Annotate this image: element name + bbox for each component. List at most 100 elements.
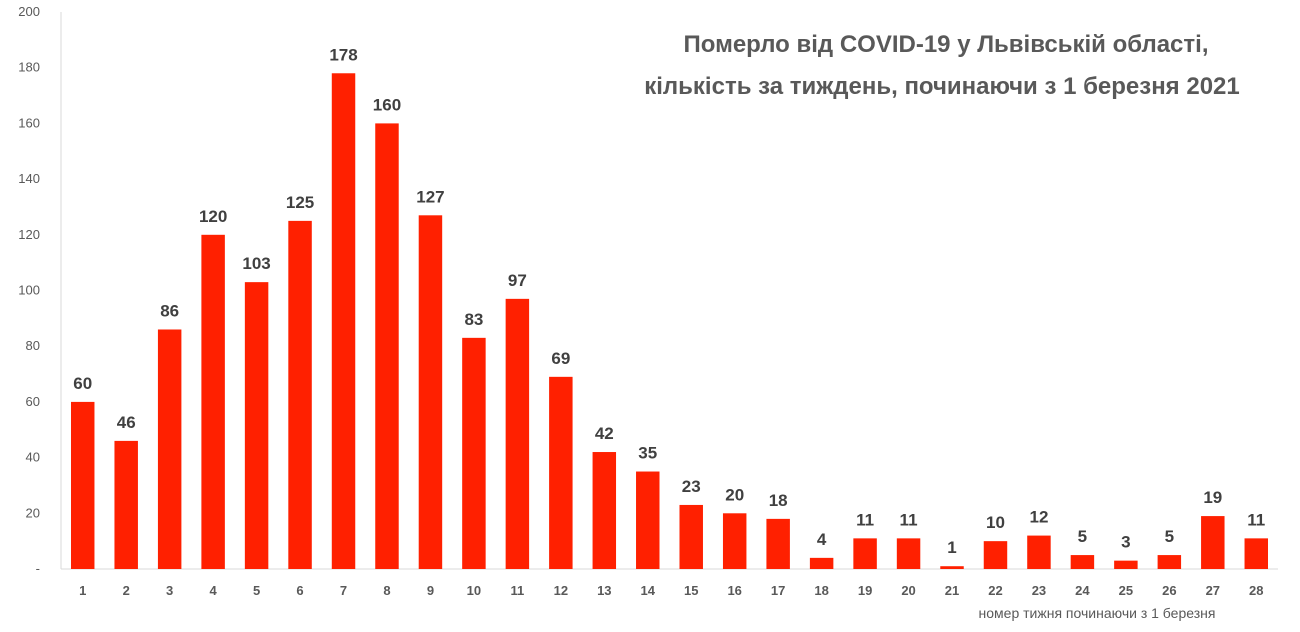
x-axis-title: номер тижня починаючи з 1 березня xyxy=(979,605,1216,621)
data-label-week-15: 23 xyxy=(682,477,701,496)
bar-week-19 xyxy=(853,538,877,569)
bar-week-28 xyxy=(1244,538,1269,569)
bar-week-3 xyxy=(157,329,182,569)
x-tick-label: 17 xyxy=(771,583,785,598)
data-label-week-7: 178 xyxy=(329,45,357,64)
bar-week-21 xyxy=(940,566,964,569)
data-label-week-23: 12 xyxy=(1029,508,1048,527)
y-tick-label: 20 xyxy=(26,505,40,520)
y-tick-label: 40 xyxy=(26,450,40,465)
bar-week-23 xyxy=(1027,535,1051,569)
y-tick-label: 100 xyxy=(18,283,40,298)
bar-week-27 xyxy=(1201,516,1225,569)
x-tick-label: 27 xyxy=(1206,583,1220,598)
bar-week-24 xyxy=(1070,555,1095,569)
x-tick-label: 15 xyxy=(684,583,698,598)
x-tick-label: 4 xyxy=(210,583,218,598)
x-tick-label: 25 xyxy=(1119,583,1133,598)
y-tick-label: 160 xyxy=(18,115,40,130)
x-tick-label: 14 xyxy=(641,583,656,598)
x-tick-label: 26 xyxy=(1162,583,1176,598)
x-tick-label: 16 xyxy=(727,583,741,598)
y-tick-label: 60 xyxy=(26,394,40,409)
chart-title-line-2: кількість за тиждень, починаючи з 1 бере… xyxy=(644,73,1240,100)
x-tick-label: 3 xyxy=(166,583,173,598)
bar-week-13 xyxy=(592,452,617,569)
data-label-week-21: 1 xyxy=(947,538,956,557)
x-tick-label: 1 xyxy=(79,583,86,598)
x-tick-label: 19 xyxy=(858,583,872,598)
y-tick-label: 80 xyxy=(26,338,40,353)
data-label-week-8: 160 xyxy=(373,95,401,114)
chart-title: Померло від COVID-19 у Львівській област… xyxy=(644,31,1240,100)
bar-week-2 xyxy=(114,440,138,569)
bar-week-11 xyxy=(505,298,530,569)
bar-week-4 xyxy=(201,234,225,570)
data-label-week-14: 35 xyxy=(638,444,657,463)
bar-week-9 xyxy=(418,215,443,569)
data-label-week-12: 69 xyxy=(551,349,570,368)
x-tick-label: 5 xyxy=(253,583,260,598)
bar-week-16 xyxy=(722,513,747,569)
bars xyxy=(70,73,1269,570)
data-label-week-25: 3 xyxy=(1121,533,1130,552)
x-tick-label: 13 xyxy=(597,583,611,598)
bar-week-8 xyxy=(375,123,399,570)
data-label-week-17: 18 xyxy=(769,491,788,510)
x-tick-label: 8 xyxy=(383,583,390,598)
y-tick-label: - xyxy=(36,561,40,576)
y-tick-label: 140 xyxy=(18,171,40,186)
bar-week-5 xyxy=(244,282,269,569)
bar-week-15 xyxy=(679,504,703,569)
data-label-week-24: 5 xyxy=(1078,527,1087,546)
data-label-week-5: 103 xyxy=(242,254,270,273)
x-tick-label: 11 xyxy=(511,583,525,598)
x-tick-label: 18 xyxy=(814,583,828,598)
x-tick-label: 24 xyxy=(1075,583,1090,598)
bar-week-7 xyxy=(331,73,356,570)
data-label-week-20: 11 xyxy=(900,510,918,529)
data-label-week-19: 11 xyxy=(856,510,874,529)
data-label-week-27: 19 xyxy=(1203,488,1222,507)
x-tick-label: 28 xyxy=(1249,583,1263,598)
x-tick-label: 12 xyxy=(554,583,568,598)
x-tick-label: 23 xyxy=(1032,583,1046,598)
data-label-week-18: 4 xyxy=(817,530,827,549)
data-label-week-6: 125 xyxy=(286,193,314,212)
x-tick-label: 2 xyxy=(123,583,130,598)
data-label-week-16: 20 xyxy=(725,485,744,504)
bar-week-17 xyxy=(766,518,790,569)
x-tick-label: 6 xyxy=(296,583,303,598)
data-label-week-2: 46 xyxy=(117,413,136,432)
y-tick-label: 180 xyxy=(18,60,40,75)
data-label-week-22: 10 xyxy=(986,513,1005,532)
bar-week-6 xyxy=(288,220,312,569)
bar-week-26 xyxy=(1157,555,1182,569)
data-label-week-28: 11 xyxy=(1247,510,1265,529)
x-tick-label: 9 xyxy=(427,583,434,598)
data-label-week-4: 120 xyxy=(199,207,227,226)
bar-week-20 xyxy=(896,538,921,569)
data-label-week-3: 86 xyxy=(160,301,179,320)
y-tick-label: 200 xyxy=(18,4,40,19)
x-tick-label: 20 xyxy=(901,583,915,598)
x-tick-label: 7 xyxy=(340,583,347,598)
x-axis-ticks: 1 2 3 4 5 6 7 8 9 10 11 12 13 14 15 16 17 18 19 20 21 22 23 24 2… xyxy=(79,583,1263,598)
bar-week-1 xyxy=(70,401,95,569)
data-label-week-10: 83 xyxy=(464,310,483,329)
data-label-week-13: 42 xyxy=(595,424,614,443)
x-tick-label: 21 xyxy=(945,583,959,598)
x-tick-label: 10 xyxy=(467,583,481,598)
bar-week-10 xyxy=(462,337,486,569)
y-tick-label: 120 xyxy=(18,227,40,242)
data-label-week-26: 5 xyxy=(1165,527,1174,546)
bar-week-12 xyxy=(549,376,573,569)
x-tick-label: 22 xyxy=(988,583,1002,598)
bar-week-14 xyxy=(636,471,660,569)
bar-week-18 xyxy=(809,557,834,569)
chart-title-line-1: Померло від COVID-19 у Львівській област… xyxy=(683,31,1208,58)
bar-week-22 xyxy=(983,541,1008,569)
bar-week-25 xyxy=(1114,560,1138,569)
